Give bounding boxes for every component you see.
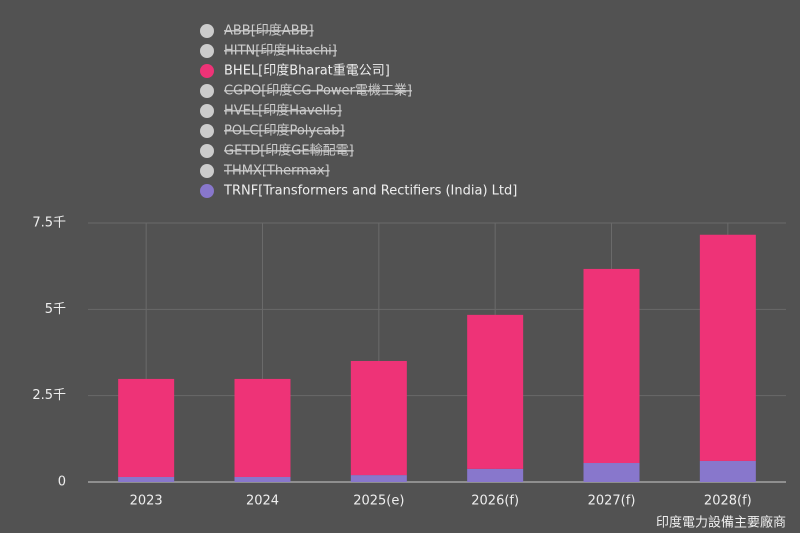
x-tick-label: 2027(f) <box>588 494 636 509</box>
legend-marker[interactable] <box>200 144 214 158</box>
caption: 印度電力設備主要廠商 <box>656 515 786 531</box>
x-tick-label: 2026(f) <box>471 494 519 509</box>
legend-label[interactable]: HITN[印度Hitachi] <box>224 43 337 59</box>
bar-segment <box>350 475 407 482</box>
legend-marker[interactable] <box>200 184 214 198</box>
bar-segment <box>118 378 175 477</box>
legend-marker[interactable] <box>200 104 214 118</box>
bar-segment <box>467 468 524 482</box>
legend-marker[interactable] <box>200 84 214 98</box>
x-tick-label: 2028(f) <box>704 494 752 509</box>
legend-marker[interactable] <box>200 24 214 38</box>
y-tick-label: 2.5千 <box>32 388 66 403</box>
legend-label[interactable]: BHEL[印度Bharat重電公司] <box>224 63 390 79</box>
legend-label[interactable]: TRNF[Transformers and Rectifiers (India)… <box>223 184 517 199</box>
x-tick-label: 2023 <box>130 494 163 509</box>
legend-marker[interactable] <box>200 44 214 58</box>
bar-segment <box>350 360 407 476</box>
legend-label[interactable]: CGPO[印度CG Power電機工業] <box>224 83 412 99</box>
bar-segment <box>234 378 291 477</box>
legend-marker[interactable] <box>200 124 214 138</box>
y-tick-label: 7.5千 <box>32 216 66 231</box>
bar-segment <box>467 314 524 469</box>
y-tick-label: 5千 <box>45 302 66 317</box>
x-tick-label: 2024 <box>246 494 279 509</box>
y-tick-label: 0 <box>58 475 66 490</box>
legend-label[interactable]: HVEL[印度Havells] <box>224 103 342 119</box>
bar-segment <box>234 476 291 482</box>
bar-segment <box>583 268 640 464</box>
legend-marker[interactable] <box>200 164 214 178</box>
legend-marker[interactable] <box>200 64 214 78</box>
bar-segment <box>118 476 175 482</box>
bar-segment <box>583 463 640 482</box>
legend-label[interactable]: GETD[印度GE輸配電] <box>224 143 354 159</box>
bar-segment <box>699 460 756 482</box>
legend-label[interactable]: POLC[印度Polycab] <box>224 123 345 139</box>
legend-label[interactable]: ABB[印度ABB] <box>224 23 314 39</box>
bar-segment <box>699 234 756 461</box>
x-tick-label: 2025(e) <box>353 494 404 509</box>
legend-label[interactable]: THMX[Thermax] <box>223 164 330 179</box>
